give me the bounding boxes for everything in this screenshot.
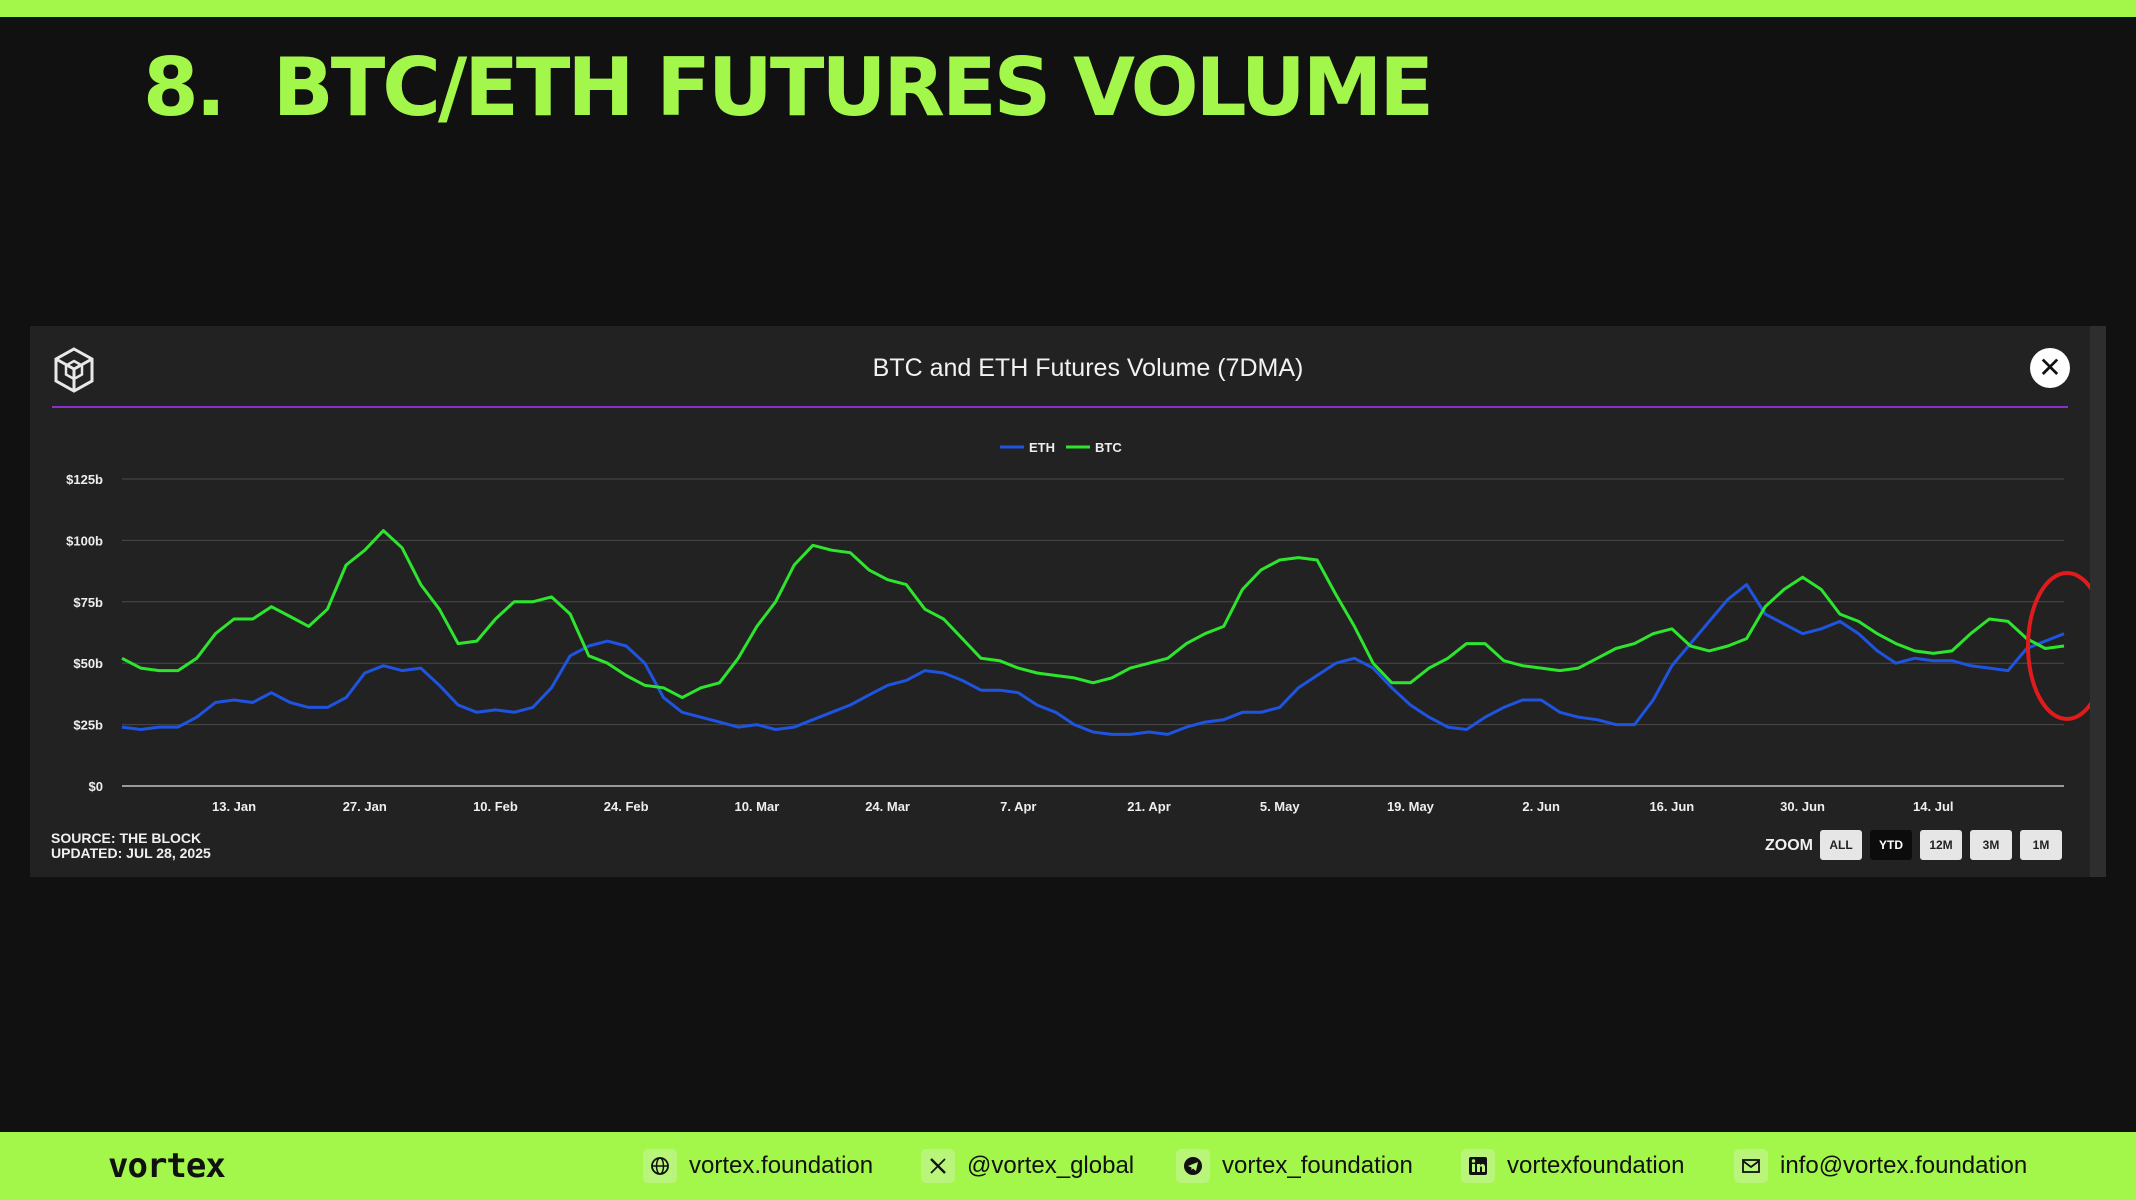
zoom-all-button[interactable]: ALL bbox=[1820, 830, 1862, 860]
chart-title: BTC and ETH Futures Volume (7DMA) bbox=[872, 354, 1304, 382]
x-tick-label: 10. Feb bbox=[473, 799, 518, 814]
series-line-btc bbox=[121, 529, 2065, 700]
website-text: vortex.foundation bbox=[689, 1152, 874, 1179]
y-tick-label: $50b bbox=[73, 656, 103, 671]
legend-label-eth: ETH bbox=[1029, 440, 1055, 455]
slide-title: 8. BTC/ETH FUTURES VOLUME bbox=[143, 41, 1434, 134]
telegram-icon bbox=[1176, 1149, 1210, 1183]
telegram-link[interactable]: vortex_foundation bbox=[1176, 1148, 1413, 1184]
chart-panel: BTC and ETH Futures Volume (7DMA) ✕ $0 $2… bbox=[30, 326, 2106, 877]
x-tick-label: 14. Jul bbox=[1913, 799, 1953, 814]
line-chart: $0 $25b $50b $75b $100b $125b 13. Jan 27. Jan 10… bbox=[66, 440, 2090, 814]
x-tick-label: 24. Mar bbox=[865, 799, 910, 814]
x-tick-label: 30. Jun bbox=[1780, 799, 1825, 814]
x-tick-label: 7. Apr bbox=[1000, 799, 1036, 814]
title-divider bbox=[52, 406, 2068, 408]
the-block-logo-icon bbox=[54, 347, 94, 393]
zoom-1m-button[interactable]: 1M bbox=[2020, 830, 2062, 860]
linkedin-link[interactable]: vortexfoundation bbox=[1461, 1148, 1684, 1184]
x-tick-label: 19. May bbox=[1387, 799, 1435, 814]
x-tick-label: 13. Jan bbox=[212, 799, 256, 814]
x-tick-label: 5. May bbox=[1260, 799, 1301, 814]
x-tick-label: 2. Jun bbox=[1522, 799, 1560, 814]
zoom-label: ZOOM bbox=[1765, 837, 1813, 854]
mail-icon bbox=[1734, 1149, 1768, 1183]
x-tick-label: 24. Feb bbox=[604, 799, 649, 814]
x-link[interactable]: @vortex_global bbox=[921, 1148, 1134, 1184]
y-tick-label: $25b bbox=[73, 718, 103, 733]
email-text: info@vortex.foundation bbox=[1780, 1152, 2028, 1179]
highlight-circle bbox=[2026, 571, 2090, 721]
x-tick-label: 10. Mar bbox=[734, 799, 779, 814]
telegram-text: vortex_foundation bbox=[1222, 1152, 1413, 1179]
x-handle-text: @vortex_global bbox=[967, 1152, 1135, 1179]
globe-icon bbox=[643, 1149, 677, 1183]
y-tick-label: $125b bbox=[66, 472, 103, 487]
website-link[interactable]: vortex.foundation bbox=[643, 1148, 873, 1184]
updated-line: UPDATED: JUL 28, 2025 bbox=[51, 845, 211, 861]
source-line: SOURCE: THE BLOCK bbox=[51, 830, 202, 846]
x-tick-label: 27. Jan bbox=[343, 799, 387, 814]
y-tick-label: $0 bbox=[89, 779, 103, 794]
x-logo-icon bbox=[921, 1149, 955, 1183]
close-button[interactable]: ✕ bbox=[2030, 348, 2070, 388]
email-link[interactable]: info@vortex.foundation bbox=[1734, 1148, 2027, 1184]
linkedin-text: vortexfoundation bbox=[1507, 1152, 1685, 1179]
panel-scrollbar[interactable] bbox=[2090, 326, 2106, 877]
x-tick-label: 21. Apr bbox=[1127, 799, 1171, 814]
source-note: SOURCE: THE BLOCK UPDATED: JUL 28, 2025 bbox=[51, 831, 211, 861]
zoom-3m-button[interactable]: 3M bbox=[1970, 830, 2012, 860]
top-accent-bar bbox=[0, 0, 2136, 17]
vortex-logo: vortex bbox=[108, 1146, 226, 1186]
zoom-12m-button[interactable]: 12M bbox=[1920, 830, 1962, 860]
linkedin-icon bbox=[1461, 1149, 1495, 1183]
legend-label-btc: BTC bbox=[1095, 440, 1122, 455]
footer-bar: vortex vortex.foundation @vortex_global … bbox=[0, 1132, 2136, 1200]
zoom-ytd-button[interactable]: YTD bbox=[1870, 830, 1912, 860]
series-line-eth bbox=[121, 583, 2065, 736]
x-tick-label: 16. Jun bbox=[1649, 799, 1694, 814]
y-tick-label: $75b bbox=[73, 595, 103, 610]
y-tick-label: $100b bbox=[66, 533, 103, 548]
